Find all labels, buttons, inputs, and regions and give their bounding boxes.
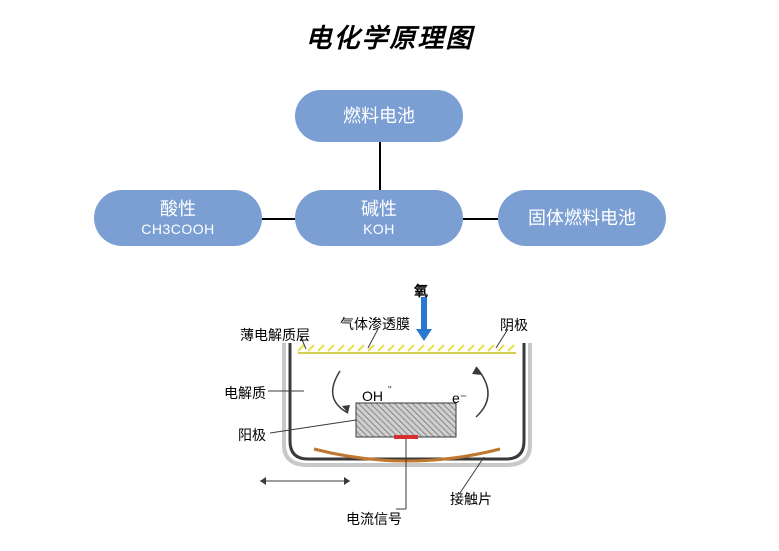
tree-edge-mid-right xyxy=(463,218,498,220)
tree-node-right: 固体燃料电池 xyxy=(498,190,666,246)
tree-edge-root-mid xyxy=(379,142,381,190)
tree-node-right-label: 固体燃料电池 xyxy=(528,207,636,230)
page-title: 电化学原理图 xyxy=(305,18,473,55)
tree-node-mid-label: 碱性 xyxy=(361,198,397,221)
tree-node-root-label: 燃料电池 xyxy=(343,105,415,128)
label-thin-electrolyte: 薄电解质层 xyxy=(240,325,310,345)
label-contact: 接触片 xyxy=(450,489,492,509)
tree-edge-mid-left xyxy=(262,218,295,220)
label-electron: e⁻ xyxy=(452,390,467,407)
tree-node-left-label: 酸性 xyxy=(160,198,196,221)
tree-node-mid: 碱性 KOH xyxy=(295,190,463,246)
tree-node-root: 燃料电池 xyxy=(295,90,463,142)
tree-node-mid-sub: KOH xyxy=(363,221,395,239)
cell-diagram: " 氧 气体渗透膜 薄电解质层 阴极 电解质 阳极 OH e⁻ 接触片 电流信号 xyxy=(228,285,588,545)
label-oxygen: 氧 xyxy=(414,281,428,301)
label-gas-membrane: 气体渗透膜 xyxy=(340,314,410,334)
tree-node-left-sub: CH3COOH xyxy=(141,221,215,239)
svg-text:": " xyxy=(388,385,392,396)
label-anode: 阳极 xyxy=(238,425,266,445)
label-current-signal: 电流信号 xyxy=(346,509,402,529)
label-oh: OH xyxy=(362,388,383,404)
label-electrolyte: 电解质 xyxy=(224,383,266,403)
tree-node-left: 酸性 CH3COOH xyxy=(94,190,262,246)
label-cathode: 阴极 xyxy=(500,315,528,335)
